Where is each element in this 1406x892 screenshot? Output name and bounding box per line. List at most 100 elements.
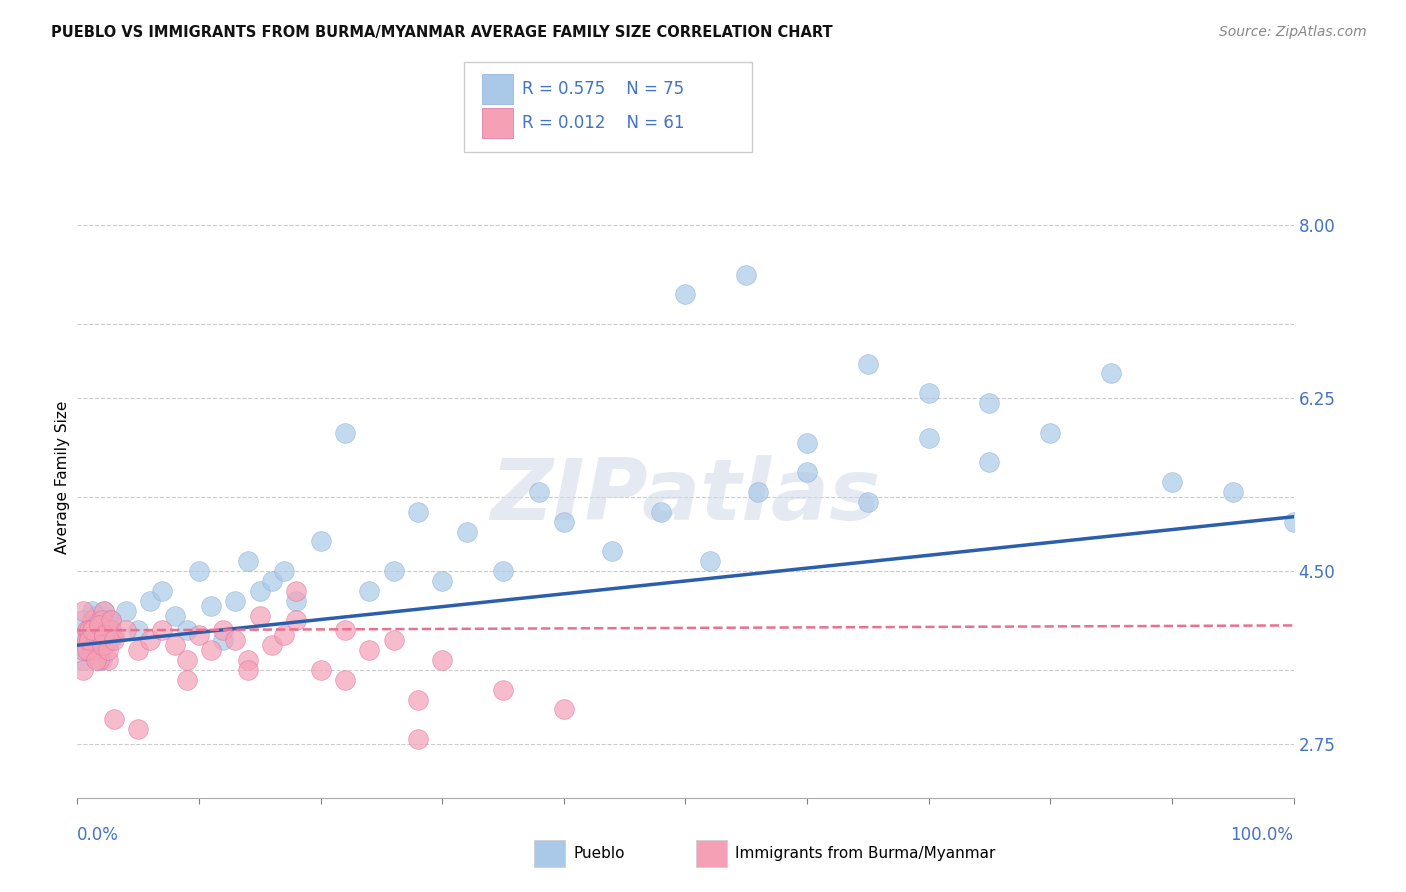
Point <box>200 643 222 657</box>
Point <box>1161 475 1184 490</box>
Point <box>80 614 103 628</box>
Point <box>430 574 453 588</box>
Point <box>1099 367 1122 381</box>
Point <box>80 624 103 638</box>
Point <box>163 608 186 623</box>
Point <box>139 633 162 648</box>
Text: R = 0.575    N = 75: R = 0.575 N = 75 <box>522 80 683 98</box>
Point <box>747 485 769 500</box>
Point <box>1039 425 1062 440</box>
Point <box>93 633 115 648</box>
Point <box>97 633 120 648</box>
Point <box>333 425 356 440</box>
Point <box>309 534 332 549</box>
Point <box>260 574 283 588</box>
Point <box>236 663 259 677</box>
Point <box>89 653 111 667</box>
Point <box>856 357 879 371</box>
Point <box>89 618 111 632</box>
Point <box>89 643 111 657</box>
Point <box>84 633 107 648</box>
Text: ZIPatlas: ZIPatlas <box>491 455 880 538</box>
Point <box>236 653 259 667</box>
Point <box>79 633 101 648</box>
Point <box>72 633 94 648</box>
Point <box>918 431 941 445</box>
Point <box>430 653 453 667</box>
Point <box>224 593 246 607</box>
Point <box>93 624 115 638</box>
Point <box>735 268 758 282</box>
Point <box>224 633 246 648</box>
Point <box>650 505 672 519</box>
Y-axis label: Average Family Size: Average Family Size <box>55 401 70 554</box>
Text: Pueblo: Pueblo <box>574 847 626 861</box>
Point <box>89 638 111 652</box>
Point <box>273 628 295 642</box>
Point <box>97 628 120 642</box>
Point <box>100 614 122 628</box>
Point <box>103 633 125 648</box>
Text: PUEBLO VS IMMIGRANTS FROM BURMA/MYANMAR AVERAGE FAMILY SIZE CORRELATION CHART: PUEBLO VS IMMIGRANTS FROM BURMA/MYANMAR … <box>51 25 832 40</box>
Point <box>76 643 98 657</box>
Point <box>163 638 186 652</box>
Point <box>553 702 575 716</box>
Point <box>359 643 381 657</box>
Point <box>406 692 429 706</box>
Point <box>97 614 120 628</box>
Text: Immigrants from Burma/Myanmar: Immigrants from Burma/Myanmar <box>735 847 995 861</box>
Point <box>918 386 941 401</box>
Point <box>127 722 149 736</box>
Point <box>152 583 174 598</box>
Point <box>127 643 149 657</box>
Point <box>84 628 107 642</box>
Point <box>553 515 575 529</box>
Point <box>72 614 94 628</box>
Point <box>103 712 125 726</box>
Point <box>699 554 721 568</box>
Point <box>97 653 120 667</box>
Point <box>406 505 429 519</box>
Point <box>97 624 120 638</box>
Point <box>90 618 112 632</box>
Point <box>212 624 235 638</box>
Point <box>456 524 478 539</box>
Point <box>979 455 1001 469</box>
Point <box>285 583 308 598</box>
Point <box>79 624 101 638</box>
Point <box>152 624 174 638</box>
Point <box>188 564 211 578</box>
Point <box>79 628 101 642</box>
Point <box>76 633 98 648</box>
Point <box>76 633 98 648</box>
Point <box>249 583 271 598</box>
Point <box>188 628 211 642</box>
Point <box>76 643 98 657</box>
Point <box>796 465 818 479</box>
Point <box>200 599 222 613</box>
Point <box>236 554 259 568</box>
Point <box>72 604 94 618</box>
Point <box>285 614 308 628</box>
Point <box>90 618 112 632</box>
Point <box>90 638 112 652</box>
Text: 0.0%: 0.0% <box>77 826 120 844</box>
Point <box>76 624 98 638</box>
Point <box>84 653 107 667</box>
Point <box>333 673 356 687</box>
Point <box>89 643 111 657</box>
Point <box>89 628 111 642</box>
Point <box>72 663 94 677</box>
Point <box>382 564 405 578</box>
Point <box>529 485 551 500</box>
Point <box>72 643 94 657</box>
Point <box>285 593 308 607</box>
Point <box>90 638 112 652</box>
Point <box>72 653 94 667</box>
Point <box>309 663 332 677</box>
Point <box>176 673 198 687</box>
Point <box>602 544 624 558</box>
Text: R = 0.012    N = 61: R = 0.012 N = 61 <box>522 114 685 132</box>
Point <box>856 495 879 509</box>
Point <box>79 633 101 648</box>
